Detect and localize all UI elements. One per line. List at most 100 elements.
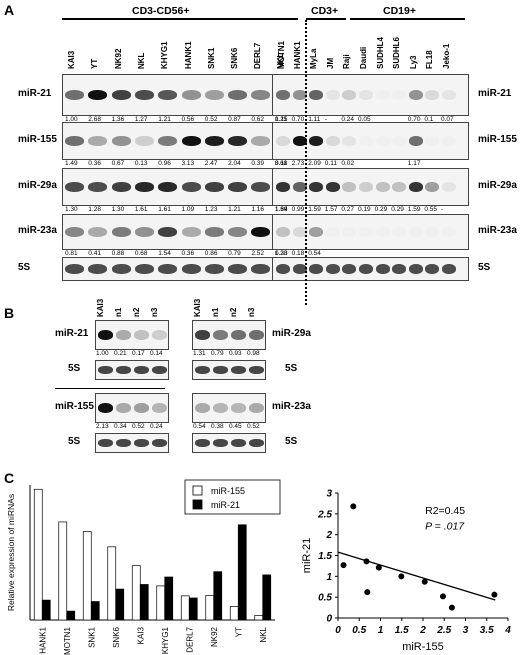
band — [231, 330, 246, 340]
scatter-point — [439, 593, 446, 600]
band — [88, 227, 108, 237]
quant-value: 0.39 — [251, 160, 265, 167]
scatter-point — [350, 503, 357, 510]
quant-value: 1.39 — [274, 206, 288, 213]
band — [152, 439, 167, 447]
gene-label-b: miR-23a — [272, 401, 311, 412]
band — [111, 227, 131, 237]
lane-label-b: n1 — [211, 307, 220, 317]
scatter-point — [363, 558, 370, 565]
band — [228, 136, 248, 146]
blot-left — [62, 122, 300, 160]
band — [65, 182, 84, 192]
blot-b — [192, 393, 266, 423]
legend-label: miR-21 — [211, 500, 240, 510]
band — [309, 227, 324, 237]
lane-label-right: HANK1 — [292, 41, 302, 69]
quant-value: 0.68 — [134, 250, 148, 257]
band — [134, 90, 154, 100]
quant-value: 0.34 — [114, 423, 127, 430]
legend-label: miR-155 — [211, 486, 245, 496]
quant-value: 0.45 — [229, 423, 242, 430]
quant-value: 0.87 — [228, 116, 241, 123]
quant-value: 0.21 — [114, 350, 127, 357]
band — [292, 182, 307, 192]
quant-value: 0.79 — [211, 350, 224, 357]
bar — [107, 546, 117, 621]
lane-label-right: Raji — [342, 54, 352, 69]
bar-x-tick: DERL7 — [185, 626, 194, 652]
band — [292, 264, 307, 274]
group-label-cd56: CD3-CD56+ — [128, 5, 194, 17]
quant-value: 1.28 — [88, 206, 101, 213]
bar — [90, 601, 100, 621]
lane-label-b: KAI3 — [96, 298, 105, 317]
scatter-x-tick: 2 — [419, 625, 426, 636]
quant-value: 1.57 — [324, 206, 338, 213]
band — [251, 182, 271, 192]
band — [195, 366, 210, 374]
scatter-point — [364, 589, 371, 596]
quant-value: 0.24 — [150, 423, 163, 430]
lane-label-b: n2 — [229, 307, 238, 317]
band — [158, 182, 178, 192]
quant-value: 1.27 — [134, 116, 148, 123]
quant-value: 0.11 — [324, 160, 337, 167]
band — [134, 330, 149, 340]
band — [392, 227, 407, 237]
quant-value: 0.79 — [228, 250, 241, 257]
lane-label-left: SNK1 — [206, 47, 216, 69]
band — [181, 136, 201, 146]
quant-value: 1.16 — [251, 206, 265, 213]
bar-x-tick: MOTN1 — [63, 626, 72, 655]
scatter-x-tick: 3 — [463, 625, 469, 636]
bar-x-tick: NKL — [259, 626, 268, 642]
bar-x-tick: KAI3 — [136, 626, 145, 644]
gene-label-left: 5S — [18, 262, 31, 273]
band — [152, 330, 167, 340]
quant-value: 1.49 — [65, 160, 78, 167]
bar — [205, 595, 215, 621]
band — [228, 182, 248, 192]
bar-y-label: Relative expression of miRNAs — [6, 494, 16, 611]
scatter-point — [375, 564, 382, 571]
blot-right — [272, 122, 469, 160]
gene-label-right: miR-29a — [478, 180, 517, 191]
panel-b-letter: B — [4, 305, 15, 321]
band — [375, 136, 390, 146]
quant-value: 0.86 — [204, 250, 218, 257]
quant-value: 0.25 — [274, 116, 288, 123]
band — [325, 227, 340, 237]
band — [392, 264, 407, 274]
band — [204, 182, 224, 192]
quant-value: 2.52 — [251, 250, 265, 257]
quant-value: 0.18 — [291, 250, 305, 257]
quant-value: 0.36 — [181, 250, 195, 257]
lane-label-right: Jeko-1 — [442, 43, 451, 69]
band — [111, 182, 131, 192]
band — [111, 90, 131, 100]
band — [442, 90, 456, 100]
blot-right — [272, 214, 469, 250]
scatter-y-tick: 2 — [325, 530, 332, 541]
panel-b-separator — [55, 388, 165, 389]
quant-value: 1.61 — [158, 206, 171, 213]
band — [359, 136, 373, 146]
bar — [156, 585, 166, 621]
bar-x-tick: KHYG1 — [161, 626, 170, 654]
quant-value: 3.68 — [274, 160, 288, 167]
quant-value: 1.11 — [275, 116, 288, 123]
loading-label-b: 5S — [285, 436, 298, 447]
band — [251, 227, 271, 237]
quant-value: 2.13 — [96, 423, 109, 430]
band — [408, 182, 423, 192]
band — [292, 90, 307, 100]
scatter-y-label: miR-21 — [301, 538, 313, 573]
quant-value: 0.33 — [275, 250, 288, 257]
blot-right — [272, 74, 469, 116]
quant-value: - — [324, 116, 327, 123]
blot-b-loading — [192, 360, 266, 380]
band — [98, 403, 113, 413]
band — [231, 439, 246, 447]
band — [325, 90, 340, 100]
